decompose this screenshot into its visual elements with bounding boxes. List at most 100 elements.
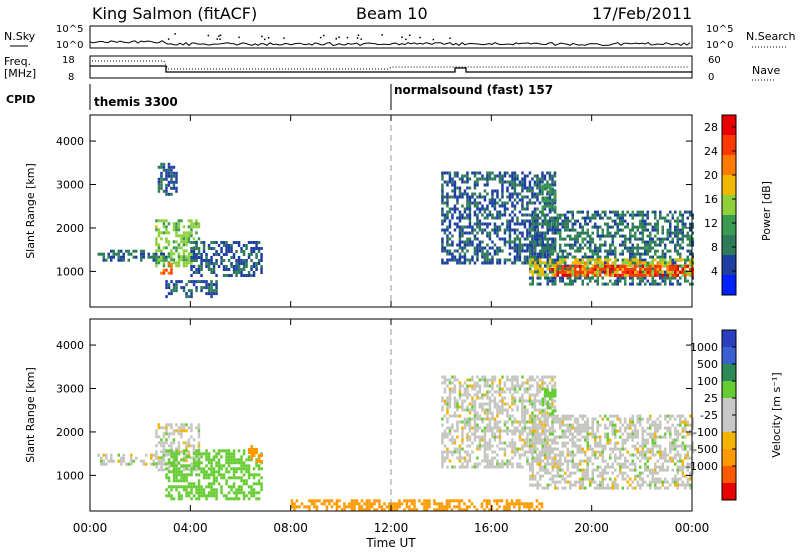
echo-cell — [579, 426, 582, 430]
echo-cell — [619, 252, 622, 256]
echo-cell — [441, 201, 444, 205]
echo-cell — [493, 228, 497, 232]
echo-cell — [160, 171, 163, 175]
echo-cell — [649, 261, 652, 265]
echo-cell — [247, 464, 251, 468]
echo-cell — [591, 267, 594, 271]
echo-cell — [521, 420, 524, 424]
echo-cell — [686, 255, 689, 259]
echo-cell — [443, 456, 447, 460]
echo-cell — [629, 264, 632, 268]
echo-cell — [591, 249, 594, 253]
echo-cell — [686, 462, 689, 466]
echo-cell — [167, 286, 171, 290]
echo-cell — [561, 276, 564, 280]
echo-cell — [599, 213, 602, 217]
echo-cell — [466, 174, 469, 178]
sky-dot — [174, 33, 176, 35]
echo-cell — [170, 255, 173, 259]
echo-cell — [684, 447, 687, 451]
echo-cell — [258, 460, 261, 463]
echo-cell — [506, 432, 509, 436]
echo-cell — [476, 201, 479, 205]
echo-cell — [631, 480, 634, 484]
echo-cell — [634, 264, 637, 268]
echo-cell — [621, 444, 624, 448]
echo-cell — [175, 470, 178, 474]
echo-cell — [242, 461, 246, 465]
echo-cell — [551, 180, 554, 184]
echo-cell — [491, 387, 494, 391]
echo-cell — [581, 231, 584, 235]
echo-cell — [591, 231, 594, 235]
echo-cell — [536, 207, 539, 211]
echo-cell — [468, 219, 472, 223]
echo-cell — [260, 253, 263, 256]
echo-cell — [523, 390, 527, 394]
echo-cell — [172, 186, 176, 190]
echo-cell — [245, 470, 248, 474]
echo-cell — [473, 402, 477, 406]
echo-cell — [686, 480, 689, 484]
echo-cell — [611, 282, 614, 286]
echo-cell — [486, 171, 489, 175]
echo-cell — [629, 249, 632, 253]
echo-cell — [220, 473, 223, 477]
echo-cell — [441, 396, 444, 400]
echo-cell — [185, 234, 188, 238]
echo-cell — [531, 438, 534, 442]
echo-cell — [548, 255, 552, 259]
echo-cell — [581, 273, 584, 277]
echo-cell — [491, 429, 494, 433]
echo-cell — [175, 261, 178, 265]
echo-cell — [654, 279, 657, 283]
echo-cell — [629, 420, 632, 424]
echo-cell — [616, 429, 619, 433]
echo-cell — [556, 462, 559, 466]
echo-cell — [609, 414, 612, 418]
echo-cell — [145, 453, 148, 457]
echo-cell — [511, 195, 514, 199]
echo-cell — [120, 459, 123, 463]
echo-cell — [190, 292, 193, 296]
echo-cell — [461, 462, 464, 466]
echo-cell — [649, 426, 652, 430]
echo-cell — [579, 432, 582, 436]
echo-cell — [448, 258, 452, 262]
echo-cell — [541, 255, 544, 259]
echo-cell — [476, 447, 479, 451]
echo-cell — [654, 216, 657, 220]
echo-cell — [521, 465, 524, 469]
echo-cell — [529, 414, 532, 418]
echo-cell — [666, 264, 669, 268]
echo-cell — [619, 267, 622, 271]
echo-cell — [170, 168, 173, 172]
echo-cell — [466, 213, 469, 217]
echo-cell — [676, 471, 679, 475]
echo-cell — [516, 252, 519, 256]
echo-cell — [132, 459, 135, 463]
echo-cell — [539, 438, 542, 442]
echo-cell — [215, 452, 218, 456]
echo-cell — [564, 264, 567, 268]
echo-cell — [210, 292, 213, 296]
echo-cell — [478, 201, 482, 205]
echo-cell — [546, 219, 549, 223]
echo-cell — [566, 276, 569, 280]
velocity-heatmap — [97, 375, 694, 512]
echo-cell — [185, 444, 188, 448]
echo-cell — [614, 423, 617, 427]
echo-cell — [526, 450, 529, 454]
echo-cell — [604, 261, 607, 265]
echo-cell — [471, 405, 474, 409]
echo-cell — [478, 426, 482, 430]
echo-cell — [232, 253, 236, 256]
echo-cell — [461, 255, 464, 259]
echo-cell — [501, 465, 504, 469]
echo-cell — [458, 258, 462, 262]
echo-cell — [634, 270, 637, 274]
echo-cell — [551, 246, 554, 250]
echo-cell — [531, 237, 534, 241]
echo-cell — [463, 252, 467, 256]
echo-cell — [619, 243, 622, 247]
